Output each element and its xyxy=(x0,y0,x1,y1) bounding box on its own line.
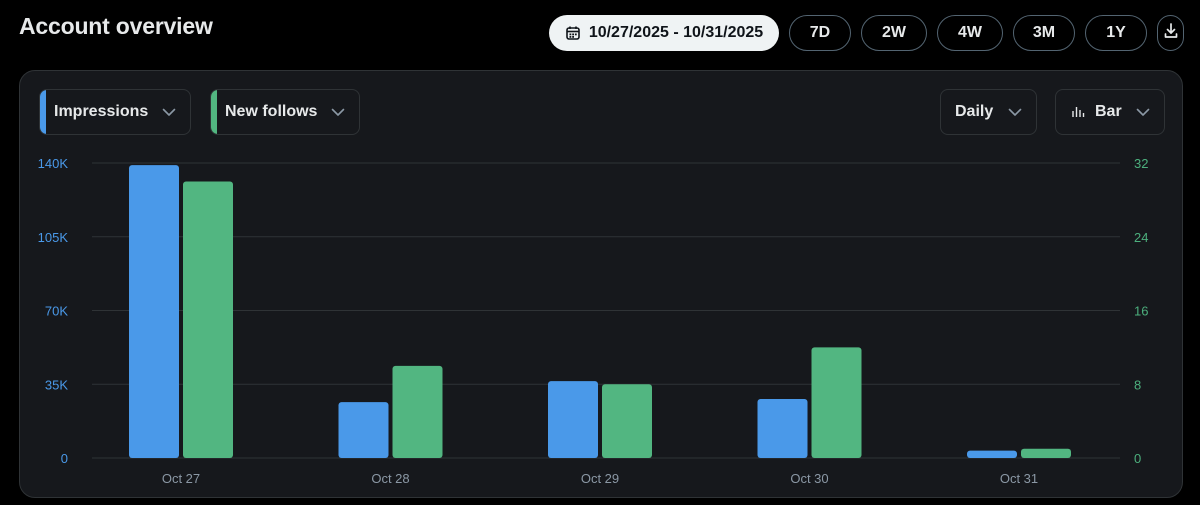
chart-type-select[interactable]: Bar xyxy=(1055,89,1165,135)
date-range-picker[interactable]: 10/27/2025 - 10/31/2025 xyxy=(549,15,779,51)
bar-chart: 0 0 35K 8 70K 16 105K 24 140K 32 Oct 27 Oct 28 Oct 2… xyxy=(38,156,1149,486)
new-follows-bar xyxy=(811,347,862,458)
granularity-label: Daily xyxy=(955,103,994,120)
page-title: Account overview xyxy=(19,13,213,39)
chevron-down-icon xyxy=(1008,108,1022,117)
range-4w-button[interactable]: 4W xyxy=(937,15,1003,51)
chevron-down-icon xyxy=(162,108,176,117)
right-axis-tick: 16 xyxy=(1134,304,1148,319)
chart-type-label: Bar xyxy=(1095,103,1122,120)
x-axis-tick: Oct 27 xyxy=(162,471,200,486)
download-button[interactable] xyxy=(1157,15,1184,51)
metric1-label: Impressions xyxy=(54,103,149,120)
metric2-color-marker xyxy=(211,90,217,134)
chart-card: Impressions New follows Daily Bar xyxy=(19,70,1183,498)
range-3m-button[interactable]: 3M xyxy=(1013,15,1075,51)
new-follows-bar xyxy=(392,365,443,458)
x-axis-tick: Oct 28 xyxy=(371,471,409,486)
metric2-select[interactable]: New follows xyxy=(210,89,360,135)
metric1-select[interactable]: Impressions xyxy=(39,89,191,135)
new-follows-bar xyxy=(183,181,233,458)
left-axis-tick: 140K xyxy=(38,156,69,171)
bar-chart-icon xyxy=(1071,105,1085,119)
right-axis-tick: 32 xyxy=(1134,156,1148,171)
impressions-bar xyxy=(757,399,808,458)
impressions-bar xyxy=(129,165,179,458)
new-follows-bar xyxy=(1021,448,1071,458)
range-1y-button[interactable]: 1Y xyxy=(1085,15,1147,51)
date-range-toolbar: 10/27/2025 - 10/31/2025 7D 2W 4W 3M 1Y xyxy=(549,15,1184,51)
x-axis-tick: Oct 29 xyxy=(581,471,619,486)
left-axis-tick: 0 xyxy=(61,451,68,466)
x-axis-tick: Oct 31 xyxy=(1000,471,1038,486)
range-7d-button[interactable]: 7D xyxy=(789,15,851,51)
chevron-down-icon xyxy=(1136,108,1150,117)
chevron-down-icon xyxy=(331,108,345,117)
impressions-bar xyxy=(967,450,1017,458)
date-range-label: 10/27/2025 - 10/31/2025 xyxy=(588,24,764,41)
right-axis-tick: 0 xyxy=(1134,451,1141,466)
impressions-bar xyxy=(548,381,598,458)
download-icon xyxy=(1163,22,1179,45)
metric1-color-marker xyxy=(40,90,46,134)
new-follows-bar xyxy=(602,384,652,458)
metric2-label: New follows xyxy=(225,103,318,120)
right-axis-tick: 8 xyxy=(1134,377,1141,392)
impressions-bar xyxy=(338,402,389,458)
left-axis-tick: 35K xyxy=(45,377,68,392)
left-axis-tick: 105K xyxy=(38,230,69,245)
range-2w-button[interactable]: 2W xyxy=(861,15,927,51)
right-axis-tick: 24 xyxy=(1134,230,1148,245)
calendar-icon xyxy=(565,25,581,41)
x-axis-tick: Oct 30 xyxy=(790,471,828,486)
left-axis-tick: 70K xyxy=(45,304,68,319)
granularity-select[interactable]: Daily xyxy=(940,89,1037,135)
